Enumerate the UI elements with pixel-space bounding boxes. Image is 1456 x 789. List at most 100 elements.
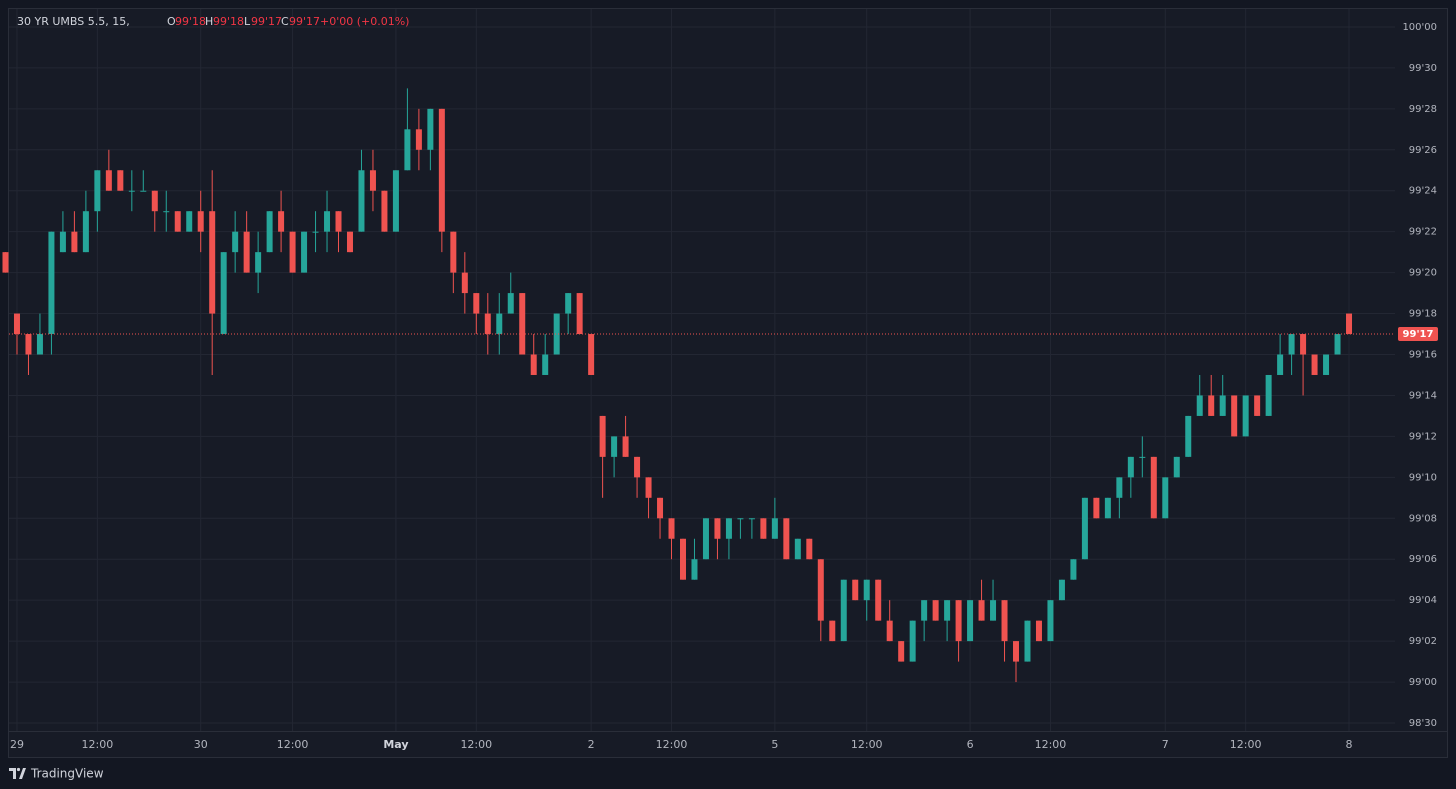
y-tick-label: 99'22 [1409,227,1437,238]
candle-body [1093,497,1100,519]
candle-body [1242,395,1249,437]
candle-body [25,334,32,355]
candle-body [955,600,962,642]
y-tick-label: 99'12 [1409,431,1437,442]
brand-logo [9,768,26,779]
candle-body [507,293,514,314]
candle-body [151,190,158,212]
candle-body [1070,559,1077,580]
candle-body [691,559,698,580]
y-tick-label: 99'10 [1409,472,1437,483]
x-tick-label: 29 [10,738,24,751]
candle-body [484,313,491,335]
candle-body [1288,334,1295,355]
candle-body [346,231,353,253]
y-tick-label: 99'16 [1409,350,1437,361]
candle-body [1185,415,1192,457]
candle-body [760,518,767,539]
candle-body [967,600,974,642]
candle-body [324,211,331,232]
candle-body [1116,477,1123,498]
candle-body [909,620,916,662]
candle-body [278,211,285,232]
candle-body [1150,456,1157,519]
change: +0'00 (+0.01%) [320,15,409,28]
candle-body [599,415,606,457]
candle-body [645,477,652,498]
candle-body [1208,395,1215,416]
candle-body [209,211,216,314]
candles [2,88,1395,683]
candle-body [1127,456,1134,478]
candle-body [921,600,928,621]
candle-body [197,211,204,232]
y-tick-label: 99'18 [1409,309,1437,320]
candle-body [392,170,399,232]
candle-body [1047,600,1054,642]
high-value: 99'18 [213,15,244,28]
candle-body [301,231,308,273]
candle-body [473,293,480,314]
y-tick-label: 99'28 [1409,104,1437,115]
axes: 98'30 99'00 99'02 99'04 99'06 99'08 99'10 99'12… [10,22,1438,751]
y-tick-label: 98'30 [1409,718,1437,729]
candle-body [2,252,9,273]
y-tick-label: 99'24 [1409,186,1437,197]
x-tick-label: 12:00 [851,738,883,751]
open-value: 99'18 [175,15,206,28]
y-tick-label: 99'06 [1409,554,1437,565]
chart-frame [8,8,1448,758]
x-tick-label: 6 [967,738,974,751]
candle-body [289,231,296,273]
candle-body [898,641,905,662]
low-value: 99'17 [251,15,282,28]
candle-body [59,231,66,253]
y-tick-label: 100'00 [1402,22,1437,33]
candle-body [668,518,675,539]
candle-body [404,129,411,171]
candle-body [163,211,170,213]
candle-body [1311,354,1318,375]
candle-body [232,231,239,253]
candle-body [771,518,778,539]
candle-body [105,170,112,191]
candle-body [220,252,227,335]
candle-body [36,334,43,355]
candle-body [576,293,583,335]
candle-body [1024,620,1031,662]
candle-body [438,108,445,232]
y-tick-label: 99'04 [1409,595,1437,606]
y-tick-label: 99'08 [1409,513,1437,524]
candle-body [186,211,193,232]
open-key: O [167,15,176,28]
candle-body [255,252,262,273]
candle-body [725,518,732,539]
candle-body [886,620,893,642]
candle-body [1300,334,1307,355]
y-tick-label: 99'00 [1409,677,1437,688]
candle-body [634,456,641,478]
candle-body [944,600,951,621]
candle-body [1104,497,1111,519]
candle-body [679,538,686,580]
candle-body [852,579,859,601]
candle-body [657,497,664,519]
x-tick-label: May [383,738,408,751]
candle-body [794,538,801,560]
x-tick-label: 5 [771,738,778,751]
candle-body [82,211,89,253]
x-tick-label: 12:00 [1230,738,1262,751]
x-tick-label: 12:00 [277,738,309,751]
candle-body [71,231,78,253]
high-key: H [205,15,213,28]
candle-body [1035,620,1042,642]
candle-body [863,579,870,601]
y-tick-label: 99'20 [1409,268,1437,279]
candle-body [806,538,813,560]
candle-body [1334,334,1341,355]
candle-body [840,579,847,642]
candle-body [714,518,721,539]
x-tick-label: 8 [1346,738,1353,751]
